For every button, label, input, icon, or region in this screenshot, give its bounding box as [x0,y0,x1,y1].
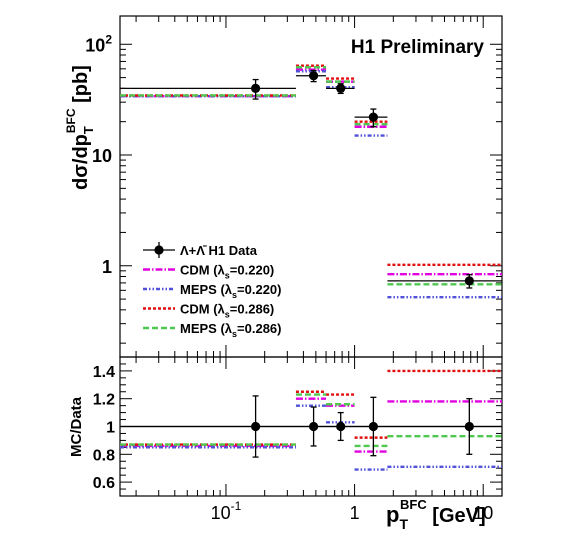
ratio-data-point [308,421,319,432]
x-tick-label-base: 10 [211,503,231,523]
legend-label-text: =0.286) [230,302,274,317]
ratio-data-point [251,421,261,432]
ratio-data-point [368,421,378,432]
legend-label-text: =0.286) [237,321,281,336]
ratio-y-axis-title: MC/Data [68,396,85,457]
ratio-panel: 0.60.811.21.410-1 1 10 [93,356,503,523]
legend-label-text: CDM (λ [180,263,226,278]
main-y-tick-label-base: 10 [92,146,112,166]
legend-label-text: MEPS (λ [180,282,233,297]
legend-label-text: MEPS (λ [180,321,233,336]
x-tick-label: 1 [350,503,360,523]
ratio-y-tick-label: 0.8 [93,447,115,464]
x-axis-title: pT BFC [GeV] [386,497,486,532]
ratio-data-point [336,421,346,432]
main-y-tick-label: 10 [92,146,112,166]
main-data-point [368,112,378,122]
main-y-tick-label-base: 1 [102,257,112,277]
main-data-point [308,71,319,81]
legend-label-text: =0.220) [237,282,281,297]
ratio-y-tick-label: 1 [106,420,115,437]
x-tick-label-exponent: -1 [231,499,242,513]
legend-label: CDM (λs=0.220) [180,263,274,281]
y-title-base: dσ/dp [70,134,92,190]
main-data-point [251,83,261,93]
legend-label: MEPS (λs=0.220) [180,282,281,300]
main-y-axis-title: dσ/dpTBFC [pb] [64,65,96,190]
legend-label: CDM (λs=0.286) [180,302,274,320]
legend-label-subscript: s [232,290,237,300]
x-title-subscript: T [399,516,408,532]
legend-label-text: CDM (λ [180,302,226,317]
ratio-y-tick-label: 1.2 [93,392,115,409]
ratio-data-point [464,421,474,432]
main-y-tick-label: 102 [85,32,112,55]
legend-data-marker [154,245,164,255]
main-y-tick-label-exponent: 2 [105,32,112,46]
y-title-subscript: T [81,126,96,134]
y-title-unit: [pb] [70,65,92,108]
x-tick-label: 10-1 [211,499,242,523]
legend-label-subscript: s [225,310,230,320]
legend-label: Λ+Λ̄ H1 Data [180,243,258,258]
x-title-superscript: BFC [400,497,427,512]
x-tick-label: 10 [473,503,493,523]
x-title-unit: [GeV] [427,505,486,527]
x-tick-label-base: 10 [473,503,493,523]
legend-label-subscript: s [225,271,230,281]
ratio-y-tick-label: 0.6 [93,475,115,492]
main-y-tick-label: 1 [102,257,112,277]
h1-preliminary-label: H1 Preliminary [351,37,484,58]
x-tick-label-base: 1 [350,503,360,523]
main-y-tick-label-base: 10 [85,35,105,55]
legend-label-text: =0.220) [230,263,274,278]
legend-label-subscript: s [232,329,237,339]
main-data-point [336,83,346,93]
ratio-y-tick-label: 1.4 [93,364,115,381]
y-title-superscript: BFC [64,108,78,133]
main-data-point [464,276,474,286]
legend-label: MEPS (λs=0.286) [180,321,281,339]
x-title-base: p [386,502,399,527]
